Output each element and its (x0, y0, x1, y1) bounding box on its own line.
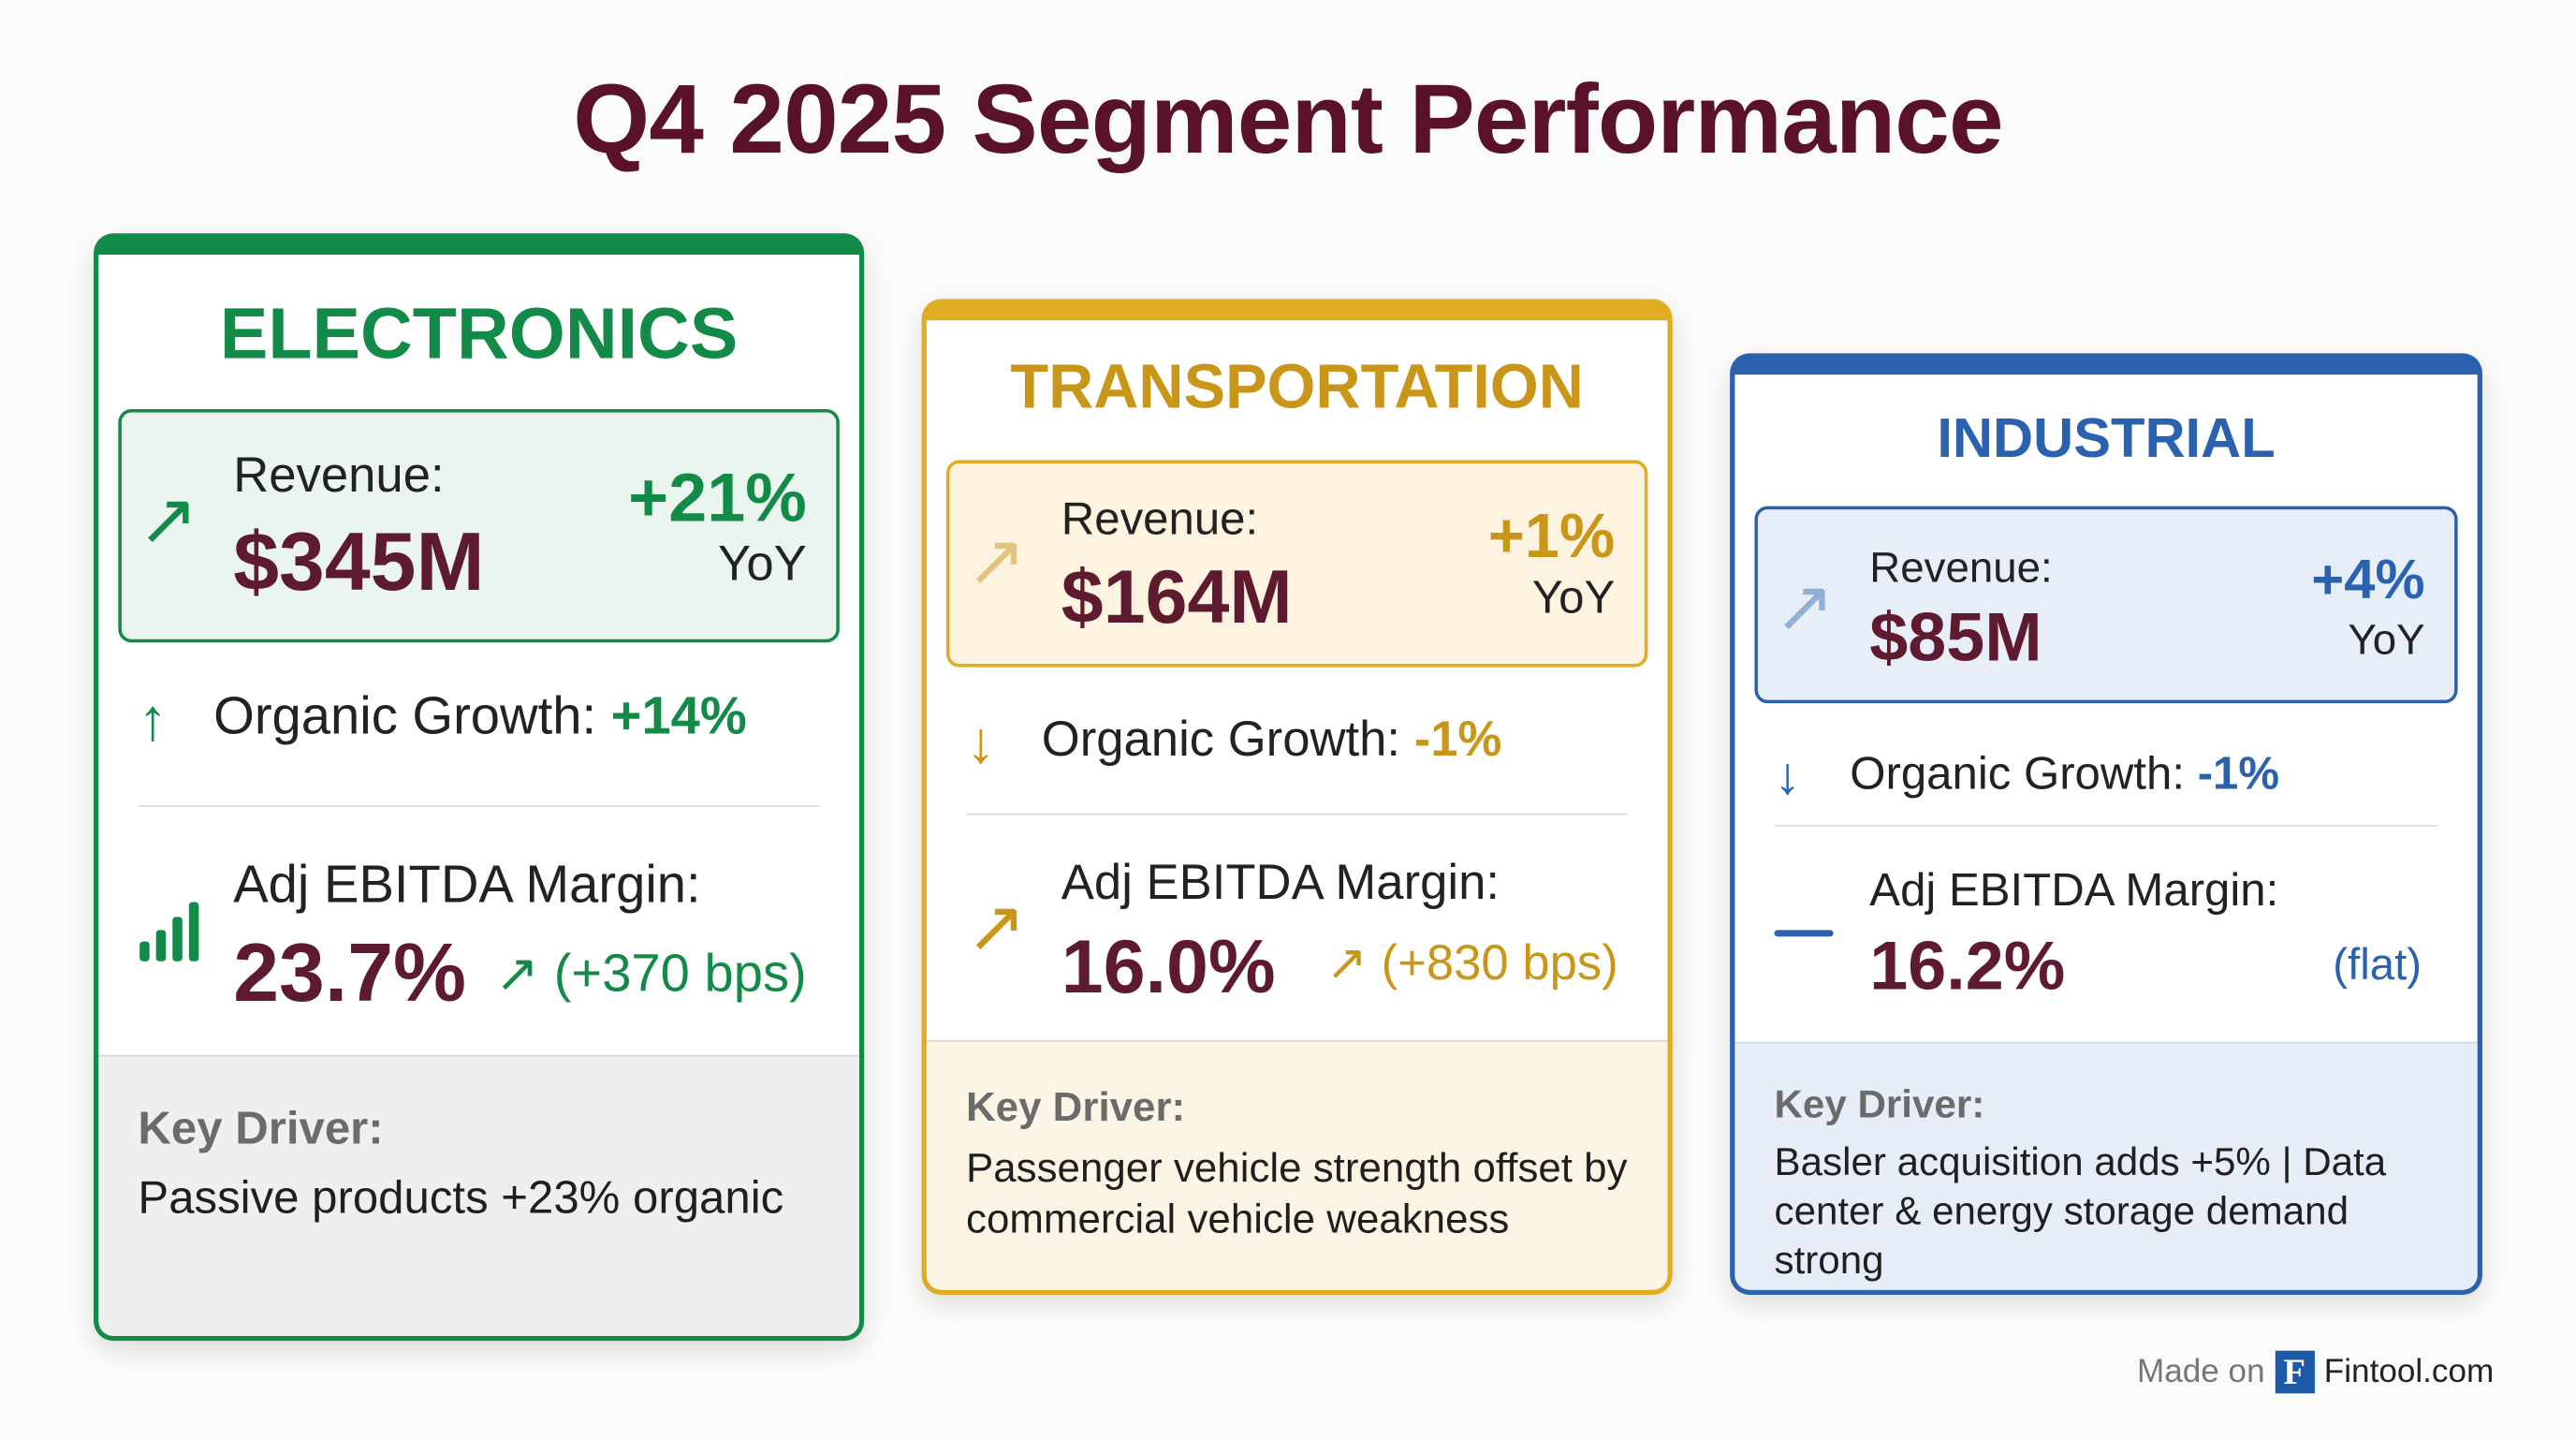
ebitda-label: Adj EBITDA Margin: (233, 854, 701, 914)
organic-label: Organic Growth: (213, 685, 597, 745)
key-driver-text: Passenger vehicle strength offset by com… (965, 1145, 1628, 1243)
key-driver-section: Key Driver: Passenger vehicle strength o… (926, 1039, 1668, 1290)
organic-value: -1% (2197, 747, 2280, 799)
organic-label: Organic Growth: (1850, 747, 2186, 799)
arrow-up-right-icon: ↗ (1774, 566, 1836, 648)
ebitda-label: Adj EBITDA Margin: (1061, 856, 1500, 911)
yoy-label: YoY (718, 536, 807, 592)
segment-card-electronics: ELECTRONICS ↗ Revenue: $345M +21% YoY ↑ O… (94, 233, 865, 1342)
key-driver-label: Key Driver: (965, 1084, 1186, 1131)
divider (965, 813, 1629, 815)
brand-link[interactable]: Fintool.com (2323, 1353, 2495, 1389)
ebitda-value: 16.0% (1061, 923, 1276, 1009)
organic-value: +14% (610, 685, 747, 745)
revenue-box: ↗ Revenue: $164M +1% YoY (945, 460, 1648, 668)
yoy-label: YoY (2348, 614, 2425, 665)
organic-growth-row: ↓ Organic Growth: -1% (1775, 746, 2280, 807)
arrow-up-right-icon: ↗ (1325, 936, 1382, 991)
ebitda-label: Adj EBITDA Margin: (1869, 864, 2279, 916)
ebitda-change: ↗ (+370 bps) (495, 942, 807, 1005)
segment-title: INDUSTRIAL (1937, 407, 2276, 470)
made-on-text: Made on (2137, 1353, 2265, 1389)
ebitda-change-text: (+370 bps) (553, 943, 807, 1003)
organic-value: -1% (1413, 712, 1502, 768)
ebitda-value: 16.2% (1869, 926, 2066, 1005)
revenue-value: $164M (1061, 553, 1293, 639)
arrow-up-right-icon: ↗ (965, 521, 1027, 602)
revenue-label: Revenue: (1869, 542, 2053, 592)
ebitda-change: (flat) (2333, 939, 2422, 990)
organic-growth-row: ↑ Organic Growth: +14% (138, 685, 746, 755)
key-driver-text: Basler acquisition adds +5% | Data cente… (1774, 1140, 2387, 1284)
revenue-label: Revenue: (233, 448, 445, 504)
key-driver-section: Key Driver: Passive products +23% organi… (98, 1054, 859, 1336)
key-driver-text: Passive products +23% organic (138, 1171, 784, 1223)
revenue-value: $345M (233, 516, 485, 609)
footer-attribution: Made on F Fintool.com (2137, 1350, 2495, 1394)
yoy-label: YoY (1531, 571, 1616, 624)
dash-icon (1774, 930, 1834, 937)
page-title: Q4 2025 Segment Performance (573, 64, 2003, 175)
divider (1774, 825, 2438, 827)
bar-chart-icon (139, 902, 199, 962)
ebitda-change: ↗ (+830 bps) (1326, 935, 1618, 992)
arrow-down-icon: ↓ (965, 708, 996, 776)
arrow-down-icon: ↓ (1774, 745, 1801, 805)
divider (138, 804, 820, 807)
ebitda-change-text: (+830 bps) (1381, 936, 1618, 991)
arrow-up-icon: ↑ (138, 684, 168, 753)
revenue-change: +1% (1487, 503, 1616, 572)
revenue-label: Revenue: (1061, 492, 1259, 544)
key-driver-section: Key Driver: Basler acquisition adds +5% … (1734, 1041, 2478, 1290)
revenue-value: $85M (1869, 597, 2042, 676)
fintool-logo: F (2275, 1350, 2315, 1394)
segment-card-industrial: INDUSTRIAL ↗ Revenue: $85M +4% YoY ↓ Orga… (1730, 353, 2482, 1296)
revenue-box: ↗ Revenue: $85M +4% YoY (1754, 506, 2458, 704)
segment-card-transportation: TRANSPORTATION ↗ Revenue: $164M +1% YoY … (921, 299, 1673, 1296)
revenue-change: +21% (628, 458, 807, 536)
organic-label: Organic Growth: (1041, 712, 1401, 768)
segment-title: ELECTRONICS (219, 294, 739, 375)
revenue-change: +4% (2311, 549, 2425, 611)
organic-growth-row: ↓ Organic Growth: -1% (966, 708, 1501, 777)
key-driver-label: Key Driver: (1774, 1082, 1985, 1127)
segment-title: TRANSPORTATION (1010, 353, 1584, 423)
arrow-up-right-icon: ↗ (495, 943, 554, 1003)
arrow-up-right-icon: ↗ (965, 887, 1027, 968)
ebitda-value: 23.7% (233, 926, 467, 1020)
revenue-box: ↗ Revenue: $345M +21% YoY (118, 409, 840, 643)
key-driver-label: Key Driver: (138, 1102, 384, 1154)
arrow-up-right-icon: ↗ (138, 479, 199, 561)
